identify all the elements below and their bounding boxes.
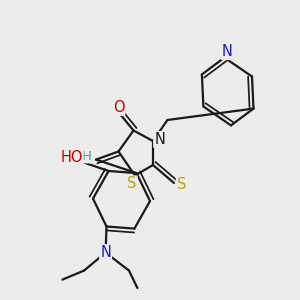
Text: O: O (113, 100, 124, 115)
Text: S: S (177, 177, 186, 192)
Text: N: N (222, 44, 233, 59)
Text: HO: HO (60, 150, 83, 165)
Text: N: N (100, 245, 111, 260)
Text: H: H (82, 149, 91, 163)
Text: N: N (154, 132, 165, 147)
Text: S: S (127, 176, 137, 191)
